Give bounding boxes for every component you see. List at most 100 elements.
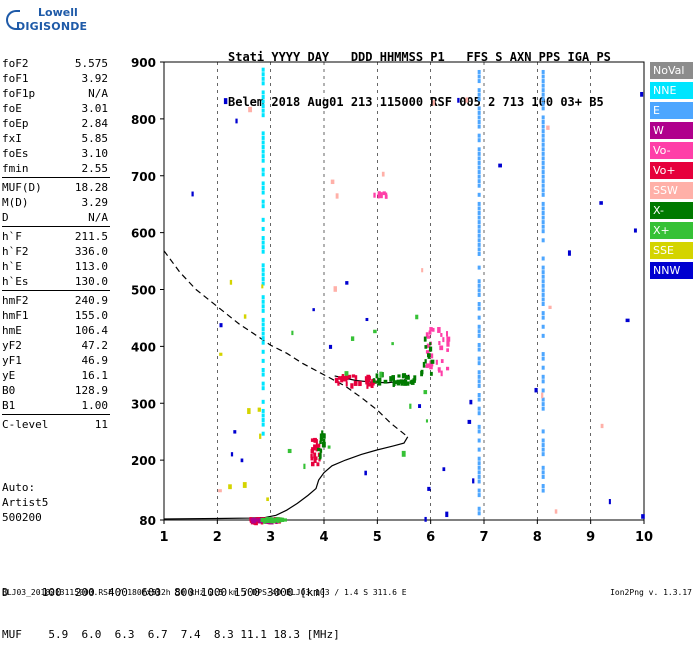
param-value: 336.0 [74,245,108,258]
echo-trace-mark [541,179,545,184]
echo-mark [409,403,412,409]
echo-mark [276,517,280,524]
param-value: 47.2 [81,339,109,352]
echo-trace-mark [261,113,265,118]
echo-mark [259,433,262,439]
echo-mark [432,100,435,106]
echo-trace-mark [541,484,545,489]
echo-trace-mark [477,374,481,379]
echo-mark [373,192,376,198]
param-name: h`F2 [2,245,29,258]
echo-trace-mark [477,124,481,129]
echo-trace-mark [541,88,545,93]
echo-trace-mark [541,188,545,193]
logo-arc-icon [6,10,20,30]
echo-mark [401,373,405,379]
echo-trace-mark [541,156,545,161]
legend-item-nnw: NNW [650,262,693,279]
echo-trace-mark [477,283,481,288]
param-row: C-level 11 [2,417,110,432]
echo-mark [318,443,321,448]
echo-trace-mark [541,311,545,316]
param-value: 155.0 [74,309,108,322]
echo-mark [247,408,251,415]
echo-trace-mark [261,367,265,372]
echo-trace-mark [541,283,545,288]
param-row: h`F2 336.0 [2,244,110,259]
echo-mark [322,433,326,439]
echo-mark [344,371,349,376]
echo-mark [426,335,431,339]
echo-mark [366,383,369,389]
echo-mark [389,376,392,382]
echo-mark [372,378,376,383]
echo-mark [240,458,244,463]
echo-mark [546,125,550,130]
echo-mark [382,191,386,196]
param-row: foEp 2.84 [2,116,110,131]
echo-mark [377,191,381,197]
echo-mark [405,381,410,386]
echo-trace-mark [477,138,481,143]
echo-trace-mark [261,145,265,150]
echo-trace-mark [261,217,265,222]
echo-trace-mark [541,297,545,302]
param-name: hmF2 [2,294,29,307]
echo-trace-mark [261,349,265,354]
echo-trace-mark [261,72,265,77]
echo-mark [427,353,431,358]
echo-mark [423,336,427,342]
param-value: N/A [88,211,108,224]
echo-trace-mark [541,92,545,97]
echo-trace-mark [541,229,545,234]
echo-trace-mark [541,465,545,470]
echo-mark [427,355,431,359]
echo-mark [318,458,321,462]
echo-mark [425,419,429,423]
echo-trace-mark [541,97,545,102]
echo-trace-mark [261,140,265,145]
echo-trace-mark [261,131,265,136]
echo-trace-mark [477,160,481,165]
echo-trace-mark [261,94,265,99]
echo-mark [243,314,247,319]
echo-mark [318,453,322,460]
echo-mark [446,331,449,337]
echo-trace-mark [261,76,265,81]
param-value: 11 [94,418,108,431]
echo-mark [420,369,424,375]
echo-trace-mark [541,443,545,448]
echo-trace-mark [477,97,481,102]
auto-version: 500200 [2,511,42,524]
echo-mark [313,452,317,459]
x-tick-label: 9 [586,530,595,545]
param-name: fxI [2,132,22,145]
echo-mark [446,336,451,342]
echo-trace-mark [477,292,481,297]
echo-trace-mark [477,429,481,434]
echo-trace-mark [541,183,545,188]
echo-mark [248,106,253,113]
echo-mark [425,364,428,368]
echo-mark [345,381,348,387]
echo-trace-mark [261,358,265,363]
echo-trace-mark [541,165,545,170]
param-row: foF2 5.575 [2,56,110,71]
scaled-parameters-panel: foF2 5.575 foF1 3.92 foF1p N/A foE 3.01 foEp 2.84… [2,56,110,432]
echo-mark [442,467,446,472]
echo-trace-mark [261,172,265,177]
echo-trace-mark [477,120,481,125]
echo-trace-mark [477,179,481,184]
echo-trace-mark [261,295,265,300]
param-name: foE [2,102,22,115]
echo-mark [321,441,326,448]
echo-trace-mark [261,408,265,413]
param-row: D N/A [2,210,110,225]
echo-mark [442,337,445,343]
echo-mark [401,450,406,457]
echo-mark [383,379,388,384]
echo-trace-mark [477,493,481,498]
echo-trace-mark [541,142,545,147]
echo-trace-mark [261,317,265,322]
echo-trace-mark [261,249,265,254]
